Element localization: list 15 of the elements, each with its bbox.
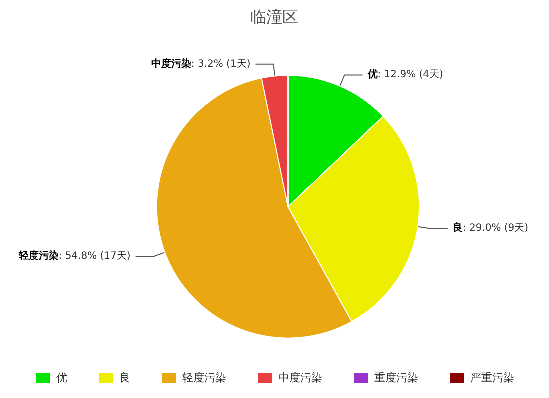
data-label: : 12.9% (4天) (378, 70, 444, 81)
legend-label: 严重污染 (470, 372, 514, 384)
slice-label: 轻度污染 (18, 250, 59, 262)
slice-label: 良 (452, 222, 463, 234)
chart-title: 临潼区 (250, 8, 298, 26)
slice-label: 优 (366, 68, 378, 81)
legend-label: 轻度污染 (182, 372, 226, 384)
slice-label: 中度污染 (151, 58, 192, 70)
data-label: : 54.8% (17天) (58, 251, 131, 262)
data-label: : 29.0% (9天) (462, 223, 529, 234)
legend-label: 中度污染 (278, 372, 322, 384)
legend-label: 良 (120, 372, 130, 384)
legend-label: 重度污染 (374, 372, 418, 384)
data-label: : 3.2% (1天) (191, 58, 251, 70)
legend-label: 优 (56, 372, 68, 384)
